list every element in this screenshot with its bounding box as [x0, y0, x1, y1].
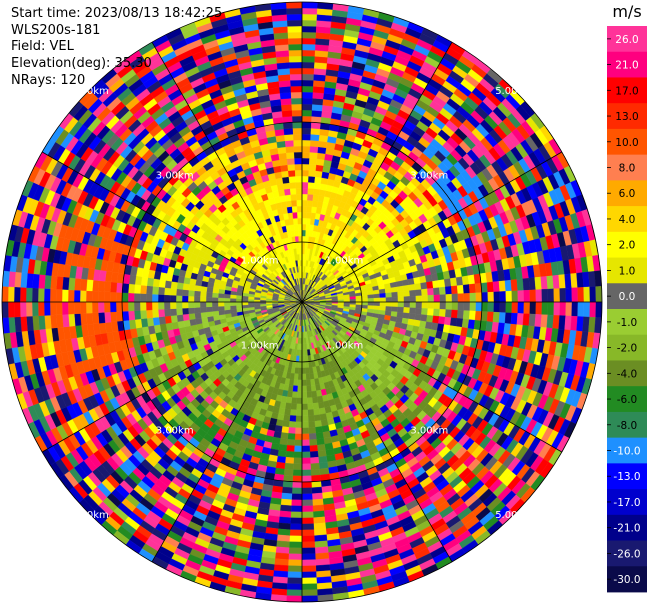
instrument-name: WLS200s-181	[11, 22, 101, 38]
ray-count: NRays: 120	[11, 73, 86, 89]
scan-info: Start time: 2023/08/13 18:42:25 WLS200s-…	[11, 6, 222, 90]
field-name: Field: VEL	[11, 39, 74, 55]
velocity-sectors	[1, 1, 603, 603]
elevation: Elevation(deg): 35.30	[11, 55, 152, 71]
start-time: Start time: 2023/08/13 18:42:25	[11, 6, 223, 21]
